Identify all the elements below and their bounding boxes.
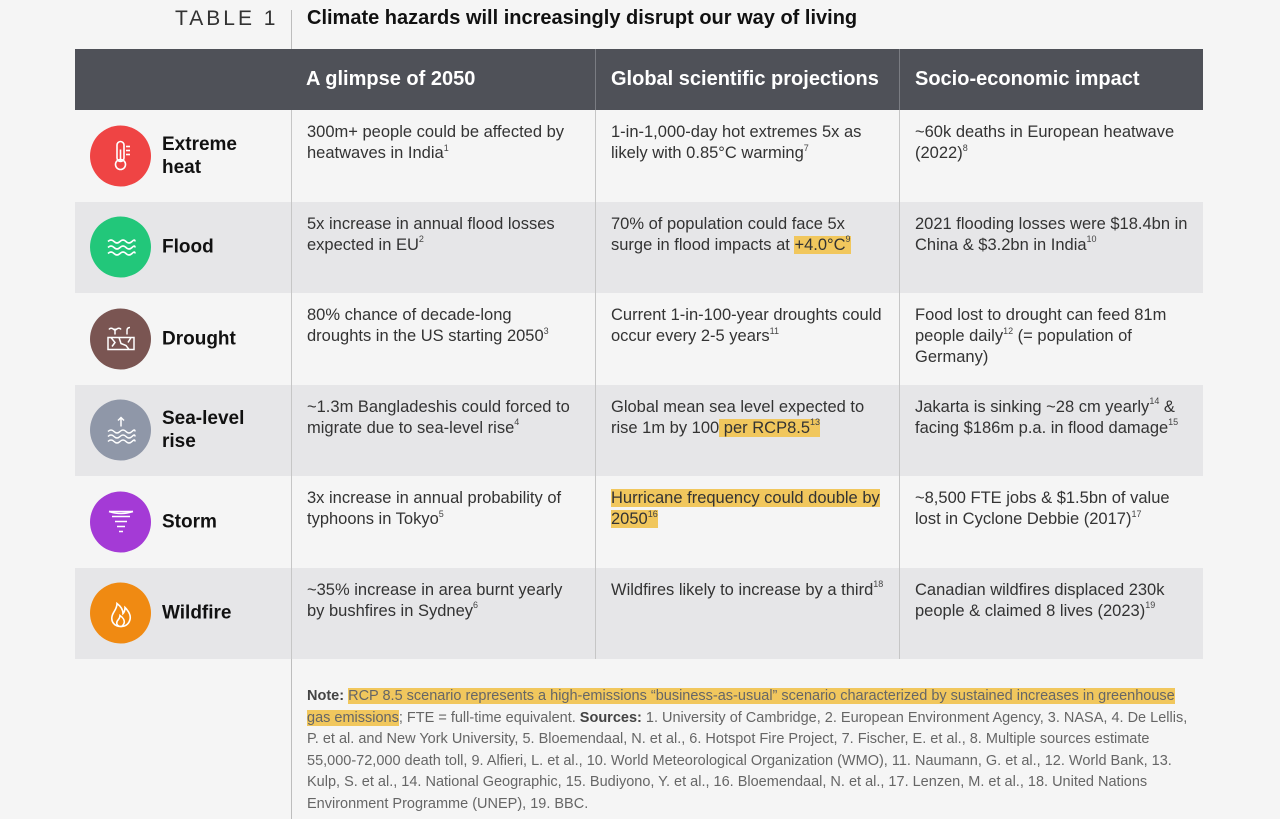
- table-row-drought: Drought 80% chance of decade-long drough…: [75, 293, 1203, 385]
- hazard-name: Storm: [162, 511, 217, 533]
- hazard-name: Drought: [162, 328, 236, 350]
- projection-cell: Global mean sea level expected to rise 1…: [595, 384, 899, 476]
- impact-cell: ~60k deaths in European heatwave (2022)8: [899, 110, 1203, 202]
- hazard-name: Wildfire: [162, 602, 232, 624]
- table-title: Climate hazards will increasingly disrup…: [307, 7, 858, 29]
- projection-cell: Current 1-in-100-year droughts could occ…: [595, 293, 899, 385]
- glimpse-cell: 80% chance of decade-long droughts in th…: [291, 293, 595, 385]
- impact-cell: 2021 flooding losses were $18.4bn in Chi…: [899, 201, 1203, 293]
- flame-icon: [90, 582, 151, 644]
- hazard-name: Sea-level rise: [162, 408, 245, 453]
- glimpse-cell: 3x increase in annual probability of typ…: [291, 476, 595, 568]
- projection-cell: 1-in-1,000-day hot extremes 5x as likely…: [595, 110, 899, 202]
- table-row-extreme-heat: Extreme heat 300m+ people could be affec…: [75, 110, 1203, 202]
- waves-icon: [90, 216, 151, 278]
- impact-cell: ~8,500 FTE jobs & $1.5bn of value lost i…: [899, 476, 1203, 568]
- impact-cell: Food lost to drought can feed 81m people…: [899, 293, 1203, 385]
- column-header-impact: Socio-economic impact: [899, 49, 1203, 110]
- projection-cell: Hurricane frequency could double by 2050…: [595, 476, 899, 568]
- table-row-storm: Storm 3x increase in annual probability …: [75, 476, 1203, 568]
- table-number: TABLE 1: [175, 7, 279, 30]
- hazard-name: Extreme heat: [162, 133, 237, 178]
- hazard-name: Flood: [162, 236, 214, 258]
- hazards-table: A glimpse of 2050 Global scientific proj…: [75, 49, 1203, 659]
- table-row-wildfire: Wildfire ~35% increase in area burnt yea…: [75, 567, 1203, 659]
- projection-cell: Wildfires likely to increase by a third1…: [595, 567, 899, 659]
- table-row-flood: Flood 5x increase in annual flood losses…: [75, 201, 1203, 293]
- thermometer-icon: [90, 125, 151, 187]
- column-header-projections: Global scientific projections: [595, 49, 899, 110]
- column-header-glimpse: A glimpse of 2050: [306, 68, 476, 90]
- impact-cell: Canadian wildfires displaced 230k people…: [899, 567, 1203, 659]
- glimpse-cell: 5x increase in annual flood losses expec…: [291, 201, 595, 293]
- tornado-icon: [90, 491, 151, 553]
- table-row-sea-level-rise: Sea-level rise ~1.3m Bangladeshis could …: [75, 384, 1203, 476]
- glimpse-cell: ~1.3m Bangladeshis could forced to migra…: [291, 384, 595, 476]
- glimpse-cell: 300m+ people could be affected by heatwa…: [291, 110, 595, 202]
- impact-cell: Jakarta is sinking ~28 cm yearly14 & fac…: [899, 384, 1203, 476]
- sea-level-icon: [90, 399, 151, 461]
- projection-cell: 70% of population could face 5x surge in…: [595, 201, 899, 293]
- table-footnote: Note: RCP 8.5 scenario represents a high…: [307, 688, 1188, 812]
- table-header: A glimpse of 2050 Global scientific proj…: [75, 49, 1203, 110]
- cracked-earth-icon: [90, 308, 151, 370]
- glimpse-cell: ~35% increase in area burnt yearly by bu…: [291, 567, 595, 659]
